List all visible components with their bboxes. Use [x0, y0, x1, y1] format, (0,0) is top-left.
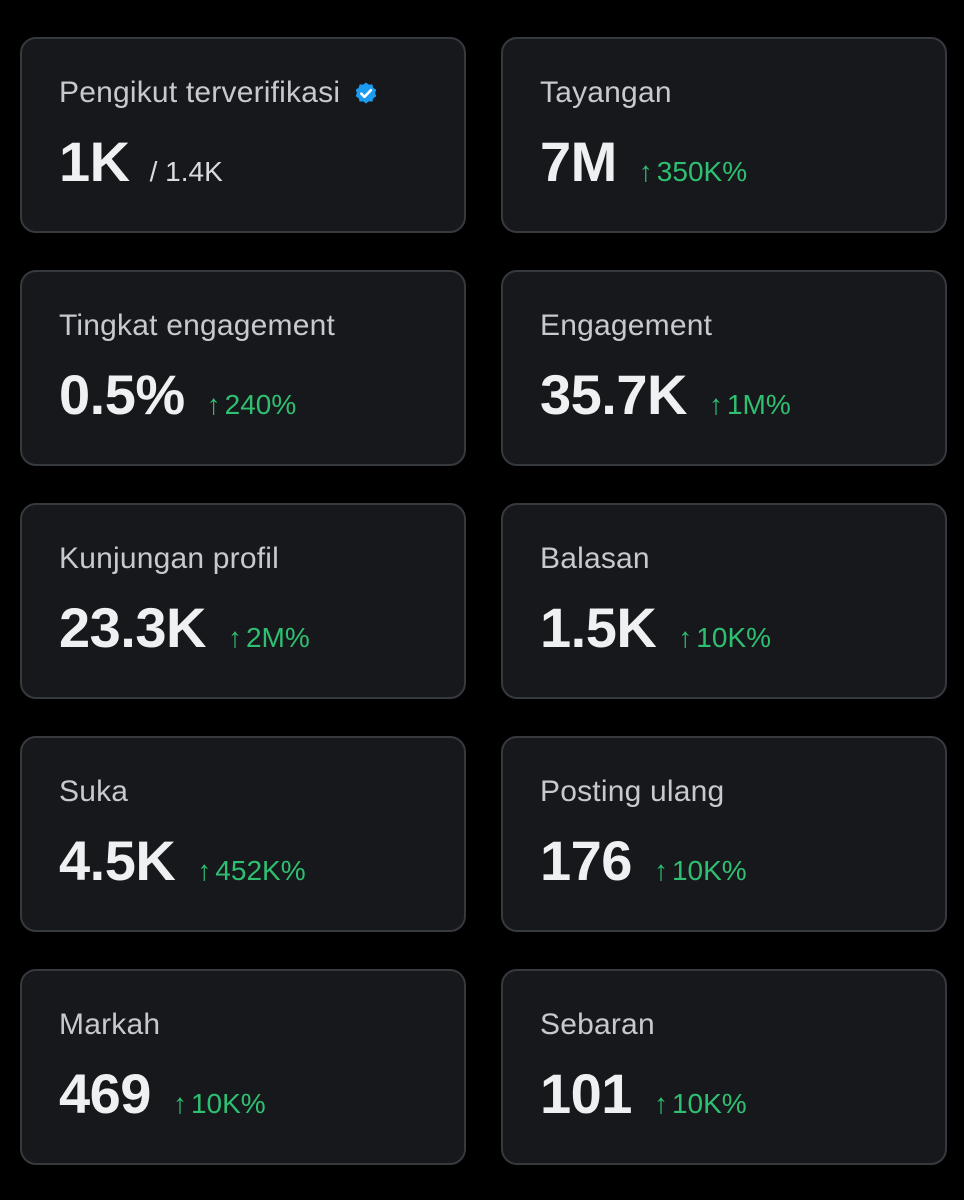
arrow-up-icon: ↑ [206, 389, 221, 420]
metric-value: 7M [540, 130, 617, 193]
metric-card-impressions[interactable]: Tayangan 7M ↑ 350K% [501, 37, 947, 233]
metric-title: Tingkat engagement [59, 309, 336, 342]
arrow-up-icon: ↑ [197, 855, 212, 886]
metric-change: ↑ 452K% [197, 855, 305, 887]
metric-card-profile-visits[interactable]: Kunjungan profil 23.3K ↑ 2M% [20, 503, 466, 699]
arrow-up-icon: ↑ [227, 622, 242, 653]
metric-title: Markah [59, 1008, 161, 1041]
metric-change-value: 240% [224, 389, 297, 420]
metric-card-verified-followers[interactable]: Pengikut terverifikasi 1K / 1.4K [20, 37, 466, 233]
metric-change: ↑ 10K% [173, 1088, 266, 1120]
metric-title: Posting ulang [540, 775, 725, 808]
metric-title: Suka [59, 775, 129, 808]
metric-change-value: 350K% [656, 156, 748, 187]
metric-value: 469 [59, 1062, 151, 1125]
metric-card-bookmarks[interactable]: Markah 469 ↑ 10K% [20, 969, 466, 1165]
metric-change-value: 10K% [671, 855, 747, 886]
metric-value: 23.3K [59, 596, 206, 659]
metric-card-engagement-rate[interactable]: Tingkat engagement 0.5% ↑ 240% [20, 270, 466, 466]
metric-card-reposts[interactable]: Posting ulang 176 ↑ 10K% [501, 736, 947, 932]
metric-title: Engagement [540, 309, 713, 342]
metric-change-value: 10K% [696, 622, 772, 653]
arrow-up-icon: ↑ [708, 389, 723, 420]
metric-value: 0.5% [59, 363, 185, 426]
metric-total: / 1.4K [149, 156, 223, 187]
metric-change: ↑ 10K% [654, 1088, 747, 1120]
metrics-grid: Pengikut terverifikasi 1K / 1.4K Tayanga… [20, 37, 947, 1165]
metric-card-replies[interactable]: Balasan 1.5K ↑ 10K% [501, 503, 947, 699]
metric-value: 1K [59, 130, 130, 193]
metric-title: Kunjungan profil [59, 542, 280, 575]
metric-value: 101 [540, 1062, 632, 1125]
metric-title: Tayangan [540, 76, 672, 109]
metric-value: 1.5K [540, 596, 657, 659]
metric-change-value: 10K% [190, 1088, 266, 1119]
metric-title: Sebaran [540, 1008, 655, 1041]
metric-card-engagements[interactable]: Engagement 35.7K ↑ 1M% [501, 270, 947, 466]
verified-badge-icon [352, 79, 380, 107]
arrow-up-icon: ↑ [678, 622, 693, 653]
metric-change: ↑ 10K% [678, 622, 771, 654]
metric-card-likes[interactable]: Suka 4.5K ↑ 452K% [20, 736, 466, 932]
metric-change: ↑ 240% [207, 389, 297, 421]
arrow-up-icon: ↑ [172, 1088, 187, 1119]
metric-title: Balasan [540, 542, 650, 575]
metric-card-shares[interactable]: Sebaran 101 ↑ 10K% [501, 969, 947, 1165]
arrow-up-icon: ↑ [638, 156, 653, 187]
arrow-up-icon: ↑ [653, 1088, 668, 1119]
metric-change-value: 1M% [726, 389, 791, 420]
metric-change-value: 452K% [215, 855, 306, 886]
metric-change: ↑ 350K% [639, 156, 747, 188]
arrow-up-icon: ↑ [653, 855, 668, 886]
metric-change: ↑ 10K% [654, 855, 747, 887]
metric-change-value: 2M% [245, 622, 310, 653]
metric-change: ↑ 2M% [228, 622, 310, 654]
metric-value: 4.5K [59, 829, 176, 892]
metric-change-value: 10K% [671, 1088, 747, 1119]
metric-value: 35.7K [540, 363, 687, 426]
metric-value: 176 [540, 829, 632, 892]
metric-title: Pengikut terverifikasi [59, 76, 341, 109]
metric-change: ↑ 1M% [709, 389, 791, 421]
